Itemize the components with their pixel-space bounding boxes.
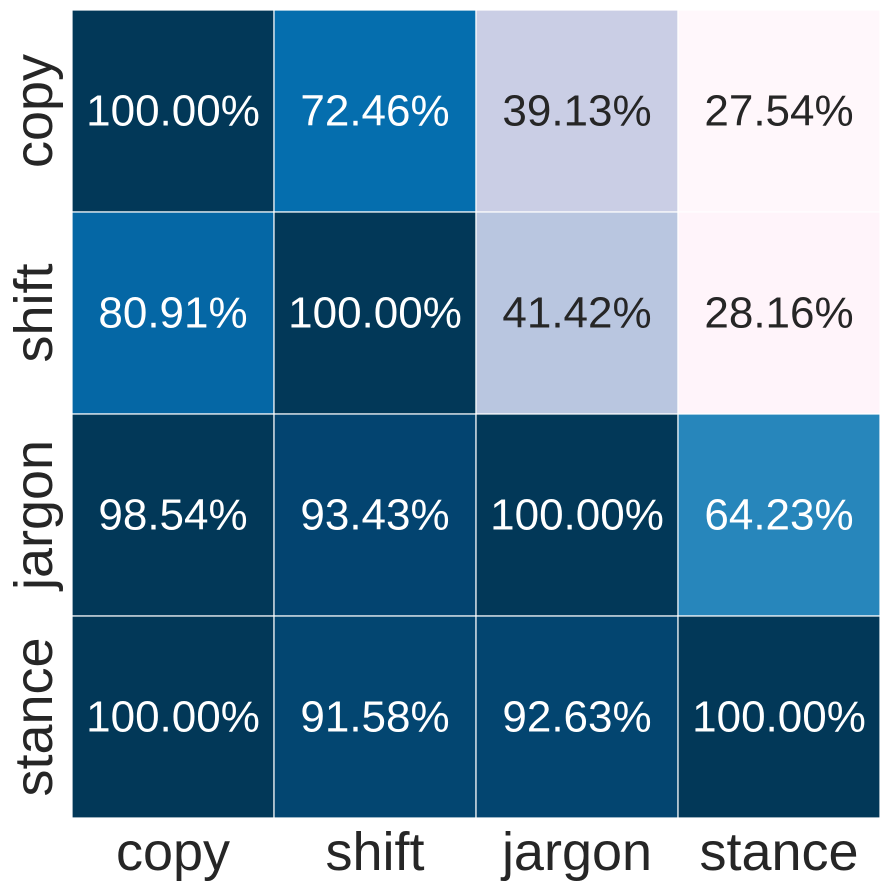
cell-value-label: 80.91% xyxy=(98,289,247,338)
cell-value-label: 98.54% xyxy=(98,491,247,540)
x-axis-tick-labels: copy shift jargon stance xyxy=(116,822,859,882)
x-tick-label-jargon: jargon xyxy=(500,822,652,882)
cell-value-label: 100.00% xyxy=(86,87,260,136)
y-tick-label-jargon: jargon xyxy=(4,440,64,592)
heatmap-cell-jargon-stance xyxy=(677,413,881,617)
heatmap-cell-stance-copy xyxy=(71,615,275,819)
x-tick-label-copy: copy xyxy=(116,822,230,882)
heatmap-cell-copy-jargon xyxy=(475,9,679,213)
heatmap-cell-copy-stance xyxy=(677,9,881,213)
cell-value-label: 100.00% xyxy=(490,491,664,540)
heatmap-cell-copy-copy xyxy=(71,9,275,213)
heatmap-cell-stance-jargon xyxy=(475,615,679,819)
cell-value-label: 100.00% xyxy=(288,289,462,338)
heatmap-cell-shift-shift xyxy=(273,211,477,415)
y-tick-label-shift: shift xyxy=(4,263,64,362)
cell-value-label: 41.42% xyxy=(502,289,651,338)
cell-value-label: 91.58% xyxy=(300,693,449,742)
y-axis-tick-labels: copy shift jargon stance xyxy=(4,54,64,797)
cell-value-label: 27.54% xyxy=(704,87,853,136)
cell-value-label: 100.00% xyxy=(86,693,260,742)
cell-value-label: 72.46% xyxy=(300,87,449,136)
heatmap-cells: 100.00% 72.46% 39.13% 27.54% 80.91% 100.00% 41… xyxy=(71,9,881,819)
cell-value-label: 92.63% xyxy=(502,693,651,742)
x-tick-label-stance: stance xyxy=(699,822,858,882)
heatmap-cell-shift-copy xyxy=(71,211,275,415)
cell-value-label: 93.43% xyxy=(300,491,449,540)
cell-value-label: 39.13% xyxy=(502,87,651,136)
heatmap-cell-copy-shift xyxy=(273,9,477,213)
heatmap-cell-stance-stance xyxy=(677,615,881,819)
heatmap-cell-stance-shift xyxy=(273,615,477,819)
cell-value-label: 100.00% xyxy=(692,693,866,742)
cell-value-label: 28.16% xyxy=(704,289,853,338)
y-tick-label-stance: stance xyxy=(4,637,64,796)
y-tick-label-copy: copy xyxy=(4,54,64,168)
heatmap-cell-jargon-shift xyxy=(273,413,477,617)
cell-value-label: 64.23% xyxy=(704,491,853,540)
heatmap-cell-shift-stance xyxy=(677,211,881,415)
x-tick-label-shift: shift xyxy=(325,822,424,882)
heatmap-cell-shift-jargon xyxy=(475,211,679,415)
